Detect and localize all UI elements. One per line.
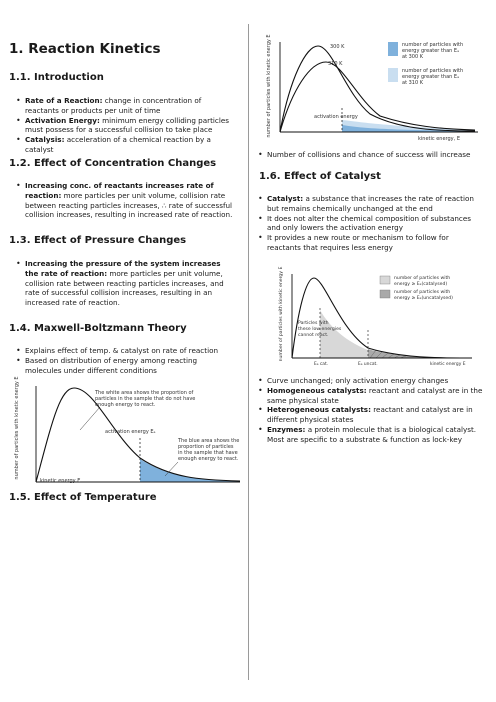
list-item: Explains effect of temp. & catalyst on r… [11,346,233,356]
note-bottom-line-3: in the sample that have [178,450,238,456]
legend-catalysed-line-1: number of particles with [394,275,450,281]
curve-310k [279,61,476,133]
note-line-3: cannot react. [298,332,328,338]
legend-uncatalysed-swatch [379,289,391,299]
y-axis-label: number of particles with kinetic energy … [278,267,284,362]
maxwell-list: Explains effect of temp. & catalyst on r… [11,346,233,375]
reactive-fraction-area [140,459,240,482]
x-axis-label: kinetic energy, E [418,136,460,142]
legend-300k-line-2: energy greater than Eₐ [402,48,459,54]
temperature-list: Number of collisions and chance of succe… [253,150,483,160]
note-bottom-pointer [164,461,179,477]
legend-uncatalysed-line-2: energy ≥ Eₐ(uncatalysed) [394,295,453,301]
x-axis-label: kinetic energy E [40,478,80,484]
y-axis-label: number of particles with kinetic energy … [266,34,272,137]
distribution-curve [35,387,241,483]
note-bottom-line-4: enough energy to react. [178,456,239,462]
concentration-list: Increasing conc. of reactants increases … [11,181,233,220]
maxwell-x-label-box: kinetic energy E [40,478,80,484]
reactive-area-300 [342,125,475,132]
list-item: Increasing the pressure of the system in… [11,259,233,308]
distribution-curve [291,277,469,359]
y-axis-label: number of particles with kinetic energy … [14,376,20,479]
legend-catalysed-line-2: energy ≥ Eₐ(catalysed) [394,281,447,287]
x-axis-label: kinetic energy E [430,361,466,367]
pressure-list: Increasing the pressure of the system in… [11,259,233,308]
list-item: Number of collisions and chance of succe… [253,150,483,160]
legend-310k-line-1: number of particles with [402,68,463,74]
note-top-line-2: particles in the sample that do not have [95,396,195,402]
temperature-figure: 300 K 310 K activation energy number of … [266,34,478,142]
concentration-heading: 1.2. Effect of Concentration Changes [9,158,217,169]
legend-310k-line-3: at 310 K [402,80,424,86]
note-bottom-line-2: proportion of particles [178,444,234,450]
catalysed-area [320,310,468,358]
list-item: Increasing conc. of reactants increases … [11,181,233,220]
curve-300k-label: 300 K [330,44,345,50]
hatch-pattern [369,349,407,359]
legend-uncatalysed-line-1: number of particles with [394,289,450,295]
pressure-heading: 1.3. Effect of Pressure Changes [9,235,187,246]
note-line-2: these low energies [298,326,342,332]
curve-310k-label: 310 K [328,61,343,67]
list-item: Curve unchanged; only activation energy … [253,376,483,386]
list-item: It does not alter the chemical compositi… [253,214,483,234]
catalyst-types-list: Curve unchanged; only activation energy … [253,376,483,445]
maxwell-boltzmann-figure: number of particles with kinetic energy … [14,376,241,483]
page-title: 1. Reaction Kinetics [9,41,161,57]
curve-300k [279,45,476,133]
list-item: Enzymes: a protein molecule that is a bi… [253,425,483,445]
legend-300k-swatch [388,42,398,56]
list-item: Heterogeneous catalysts: reactant and ca… [253,405,483,425]
catalyst-figure: number of particles with kinetic energy … [278,267,472,367]
legend-310k-swatch [388,68,398,82]
uncatalysed-area [368,349,468,358]
temperature-heading: 1.5. Effect of Temperature [9,492,157,503]
note-bottom-line-1: The blue area shows the [177,438,239,444]
list-item: Activation Energy: minimum energy collid… [11,116,233,136]
legend-300k-line-1: number of particles with [402,42,463,48]
legend-310k-line-2: energy greater than Eₐ [402,74,459,80]
column-divider [248,24,249,680]
activation-label: activation energy Eₐ [105,429,156,435]
ea-catalysed-label: Eₐ cat. [314,361,328,367]
ea-uncatalysed-label: Eₐ uncat. [358,361,378,367]
legend-catalysed-swatch [379,275,391,285]
legend-300k-line-3: at 300 K [402,54,424,60]
maxwell-heading: 1.4. Maxwell-Boltzmann Theory [9,323,187,334]
intro-list: Rate of a Reaction: change in concentrat… [11,96,233,155]
activation-label: activation energy [314,114,358,120]
note-top-line-1: The white area shows the proportion of [94,390,194,396]
list-item: Homogeneous catalysts: reactant and cata… [253,386,483,406]
note-top-pointer [79,406,101,431]
list-item: It provides a new route or mechanism to … [253,233,483,253]
intro-heading: 1.1. Introduction [9,72,104,83]
list-item: Catalyst: a substance that increases the… [253,194,483,214]
note-line-1: Particles with [298,320,329,326]
list-item: Based on distribution of energy among re… [11,356,233,376]
catalyst-heading: 1.6. Effect of Catalyst [259,171,381,182]
list-item: Rate of a Reaction: change in concentrat… [11,96,233,116]
list-item: Catalysis: acceleration of a chemical re… [11,135,233,155]
note-top-line-3: enough energy to react. [95,402,156,408]
catalyst-list: Catalyst: a substance that increases the… [253,194,483,253]
